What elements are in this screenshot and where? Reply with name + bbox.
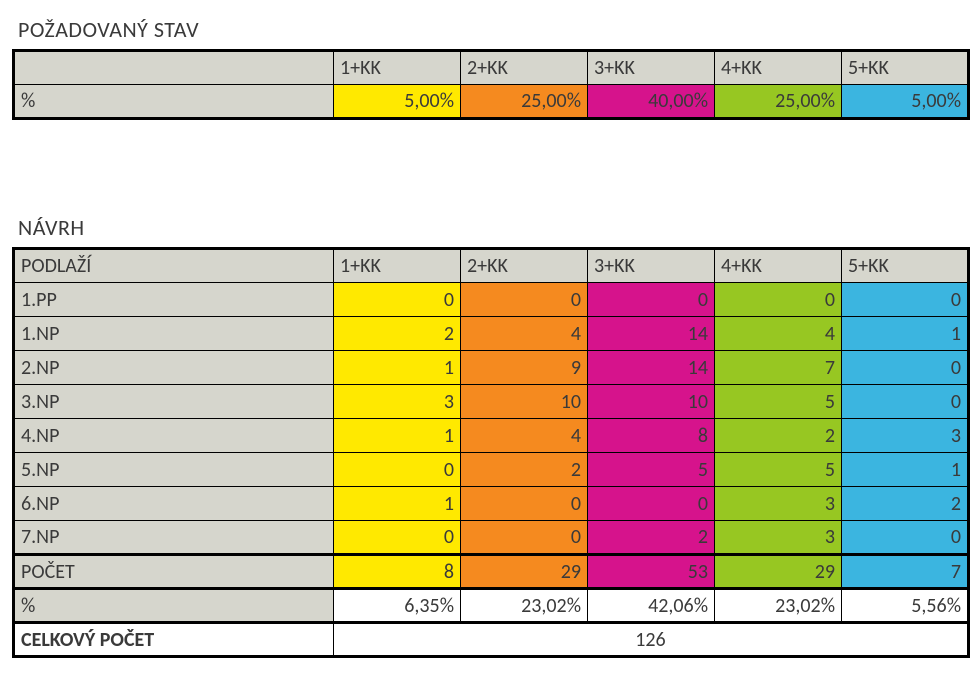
navrh-cell: 0 [842, 521, 969, 555]
navrh-row-label: 6.NP [14, 487, 334, 521]
navrh-cell: 1 [334, 419, 461, 453]
navrh-row-label: 4.NP [14, 419, 334, 453]
pozadovany-val-4kk: 25,00% [715, 85, 842, 119]
navrh-celkovy-value: 126 [334, 623, 969, 657]
pozadovany-percent-row: % 5,00% 25,00% 40,00% 25,00% 5,00% [14, 85, 969, 119]
navrh-cell: 2 [334, 317, 461, 351]
navrh-cell: 5 [588, 453, 715, 487]
navrh-cell: 1 [842, 453, 969, 487]
pozadovany-row-label: % [14, 85, 334, 119]
col-header-5kk: 5+KK [842, 51, 969, 85]
navrh-title: NÁVRH [18, 214, 965, 241]
navrh-cell: 14 [588, 351, 715, 385]
col-header-2kk: 2+KK [461, 51, 588, 85]
pozadovany-val-5kk: 5,00% [842, 85, 969, 119]
navrh-cell: 3 [715, 487, 842, 521]
col-header-1kk: 1+KK [334, 51, 461, 85]
navrh-percent-row: % 6,35% 23,02% 42,06% 23,02% 5,56% [14, 589, 969, 623]
navrh-cell: 3 [334, 385, 461, 419]
navrh-cell: 1 [842, 317, 969, 351]
navrh-row: 1.PP 0 0 0 0 0 [14, 283, 969, 317]
navrh-cell: 0 [334, 283, 461, 317]
navrh-percent-5kk: 5,56% [842, 589, 969, 623]
navrh-cell: 0 [842, 385, 969, 419]
pozadovany-table: 1+KK 2+KK 3+KK 4+KK 5+KK % 5,00% 25,00% … [12, 49, 970, 120]
navrh-percent-3kk: 42,06% [588, 589, 715, 623]
navrh-pocet-5kk: 7 [842, 555, 969, 589]
navrh-cell: 1 [334, 487, 461, 521]
navrh-pocet-2kk: 29 [461, 555, 588, 589]
navrh-percent-4kk: 23,02% [715, 589, 842, 623]
navrh-percent-1kk: 6,35% [334, 589, 461, 623]
navrh-cell: 0 [334, 521, 461, 555]
navrh-cell: 5 [715, 453, 842, 487]
pozadovany-val-3kk: 40,00% [588, 85, 715, 119]
navrh-row: 4.NP 1 4 8 2 3 [14, 419, 969, 453]
navrh-cell: 0 [461, 487, 588, 521]
navrh-row: 3.NP 3 10 10 5 0 [14, 385, 969, 419]
navrh-pocet-label: POČET [14, 555, 334, 589]
pozadovany-header-row: 1+KK 2+KK 3+KK 4+KK 5+KK [14, 51, 969, 85]
navrh-pocet-3kk: 53 [588, 555, 715, 589]
navrh-header-label: PODLAŽÍ [14, 249, 334, 283]
navrh-cell: 3 [715, 521, 842, 555]
col-header-4kk: 4+KK [715, 51, 842, 85]
navrh-cell: 0 [461, 521, 588, 555]
navrh-row-label: 3.NP [14, 385, 334, 419]
pozadovany-val-2kk: 25,00% [461, 85, 588, 119]
navrh-row-label: 1.PP [14, 283, 334, 317]
navrh-cell: 8 [588, 419, 715, 453]
navrh-cell: 1 [334, 351, 461, 385]
navrh-cell: 0 [842, 351, 969, 385]
navrh-col-1kk: 1+KK [334, 249, 461, 283]
navrh-cell: 7 [715, 351, 842, 385]
navrh-header-row: PODLAŽÍ 1+KK 2+KK 3+KK 4+KK 5+KK [14, 249, 969, 283]
navrh-cell: 0 [842, 283, 969, 317]
navrh-cell: 14 [588, 317, 715, 351]
pozadovany-val-1kk: 5,00% [334, 85, 461, 119]
navrh-col-4kk: 4+KK [715, 249, 842, 283]
navrh-cell: 5 [715, 385, 842, 419]
navrh-row: 7.NP 0 0 2 3 0 [14, 521, 969, 555]
navrh-row-label: 7.NP [14, 521, 334, 555]
pozadovany-title: POŽADOVANÝ STAV [18, 16, 965, 43]
navrh-celkovy-label: CELKOVÝ POČET [14, 623, 334, 657]
navrh-row: 1.NP 2 4 14 4 1 [14, 317, 969, 351]
navrh-cell: 10 [461, 385, 588, 419]
navrh-pocet-1kk: 8 [334, 555, 461, 589]
navrh-celkovy-row: CELKOVÝ POČET 126 [14, 623, 969, 657]
navrh-cell: 0 [461, 283, 588, 317]
navrh-col-2kk: 2+KK [461, 249, 588, 283]
navrh-cell: 4 [715, 317, 842, 351]
navrh-row-label: 2.NP [14, 351, 334, 385]
navrh-pocet-row: POČET 8 29 53 29 7 [14, 555, 969, 589]
col-header-3kk: 3+KK [588, 51, 715, 85]
pozadovany-header-blank [14, 51, 334, 85]
navrh-pocet-4kk: 29 [715, 555, 842, 589]
navrh-cell: 0 [588, 283, 715, 317]
navrh-row: 2.NP 1 9 14 7 0 [14, 351, 969, 385]
navrh-cell: 0 [588, 487, 715, 521]
navrh-cell: 10 [588, 385, 715, 419]
navrh-percent-label: % [14, 589, 334, 623]
navrh-cell: 2 [842, 487, 969, 521]
navrh-row-label: 1.NP [14, 317, 334, 351]
navrh-cell: 4 [461, 419, 588, 453]
navrh-col-5kk: 5+KK [842, 249, 969, 283]
navrh-cell: 3 [842, 419, 969, 453]
navrh-cell: 0 [334, 453, 461, 487]
navrh-cell: 2 [715, 419, 842, 453]
navrh-cell: 4 [461, 317, 588, 351]
navrh-cell: 9 [461, 351, 588, 385]
navrh-col-3kk: 3+KK [588, 249, 715, 283]
navrh-row: 6.NP 1 0 0 3 2 [14, 487, 969, 521]
navrh-cell: 0 [715, 283, 842, 317]
navrh-percent-2kk: 23,02% [461, 589, 588, 623]
navrh-cell: 2 [588, 521, 715, 555]
navrh-row: 5.NP 0 2 5 5 1 [14, 453, 969, 487]
navrh-table: PODLAŽÍ 1+KK 2+KK 3+KK 4+KK 5+KK 1.PP 0 … [12, 247, 970, 658]
navrh-row-label: 5.NP [14, 453, 334, 487]
navrh-cell: 2 [461, 453, 588, 487]
